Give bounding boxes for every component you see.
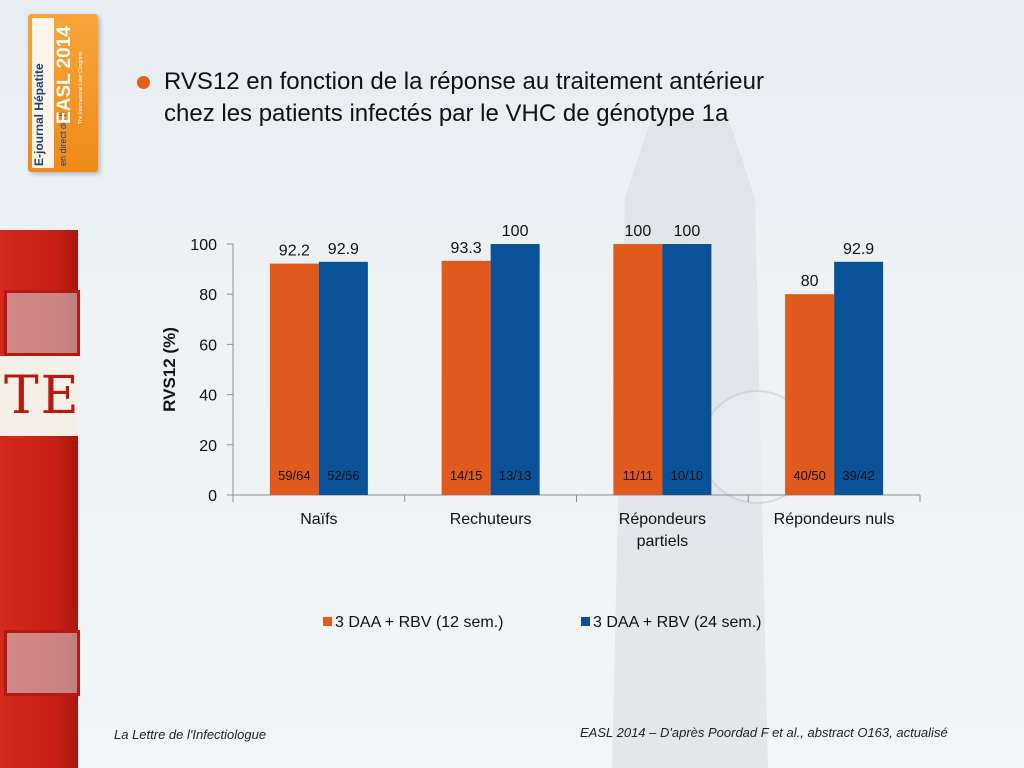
bar-value-label: 100 [674,223,701,240]
booth-sign: TE [0,356,78,436]
bar-count-label: 52/56 [327,468,360,483]
bar [834,261,884,495]
bar [269,263,319,495]
bar-count-label: 14/15 [450,468,483,483]
bar [613,244,663,495]
bar-value-label: 100 [502,223,529,240]
legend-swatch [581,617,590,626]
bar [785,294,835,495]
bar-value-label: 92.2 [279,243,310,260]
slide-title: RVS12 en fonction de la réponse au trait… [164,66,897,130]
easl-badge-logo: E-journal Hépatite en direct de l' EASL … [28,14,98,172]
footer-source: EASL 2014 – D'après Poordad F et al., ab… [580,725,948,740]
legend-label: 3 DAA + RBV (12 sem.) [335,614,504,631]
bar-count-label: 40/50 [793,468,826,483]
footer-publication: La Lettre de l'Infectiologue [114,727,267,742]
bar-value-label: 92.9 [843,241,874,258]
bar [441,260,491,495]
phone-booth-background [0,230,80,768]
y-tick-label: 40 [199,388,217,405]
x-category-label: Répondeurs [619,511,706,528]
x-category-label: Rechuteurs [450,511,532,528]
x-category-label: partiels [637,533,689,550]
bar-value-label: 93.3 [451,240,482,257]
bar-value-label: 80 [801,273,819,290]
y-tick-label: 80 [199,287,217,304]
bar [490,244,540,495]
booth-window [4,630,80,696]
legend-label: 3 DAA + RBV (24 sem.) [593,614,762,631]
y-tick-label: 60 [199,337,217,354]
bar-value-label: 100 [625,223,652,240]
x-category-label: Répondeurs nuls [774,511,895,528]
bar [318,261,368,495]
y-axis-label: RVS12 (%) [160,327,179,412]
bullet-icon [137,76,150,89]
slide-heading: RVS12 en fonction de la réponse au trait… [137,66,897,130]
y-tick-label: 0 [208,488,217,505]
slide-title-line1: RVS12 en fonction de la réponse au trait… [164,68,764,95]
y-tick-label: 100 [190,237,217,254]
bar-count-label: 13/13 [499,468,532,483]
legend-swatch [323,617,332,626]
bar-count-label: 39/42 [842,468,875,483]
slide-title-line2: chez les patients infectés par le VHC de… [164,100,729,127]
bar-count-label: 11/11 [623,468,654,483]
bar-count-label: 10/10 [671,468,704,483]
bar [662,244,712,495]
bar-value-label: 92.9 [328,241,359,258]
bar-chart: 0 20 40 60 80 100 RVS12 (%) 92.2 59/64 92.9 52/56 N… [160,223,921,631]
booth-window [4,290,80,356]
y-tick-label: 20 [199,438,217,455]
badge-inner-strip [32,18,54,168]
x-category-label: Naïfs [300,511,337,528]
bar-count-label: 59/64 [278,468,311,483]
